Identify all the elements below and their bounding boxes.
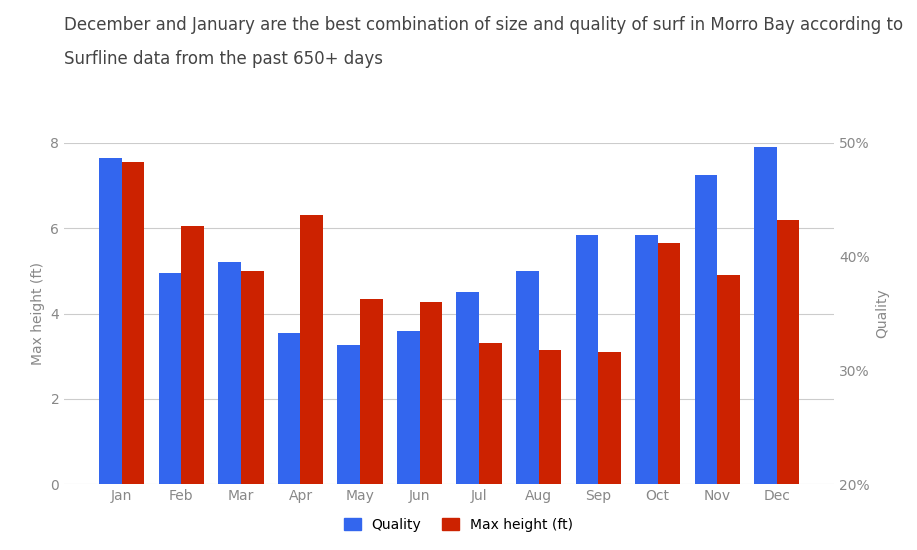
Y-axis label: Quality: Quality	[876, 289, 889, 338]
Bar	[99, 158, 122, 484]
Y-axis label: Max height (ft): Max height (ft)	[31, 262, 45, 365]
Bar	[397, 331, 420, 484]
Bar	[576, 235, 598, 484]
Bar	[777, 219, 800, 484]
Bar	[479, 343, 502, 484]
Bar	[657, 243, 680, 484]
Bar	[695, 175, 717, 484]
Bar	[457, 292, 479, 484]
Legend: Quality, Max height (ft): Quality, Max height (ft)	[338, 513, 579, 537]
Bar	[337, 345, 360, 484]
Bar	[516, 271, 538, 484]
Bar	[538, 350, 561, 484]
Bar	[635, 235, 657, 484]
Text: Surfline data from the past 650+ days: Surfline data from the past 650+ days	[64, 50, 383, 68]
Bar	[360, 299, 382, 484]
Bar	[717, 275, 740, 484]
Text: December and January are the best combination of size and quality of surf in Mor: December and January are the best combin…	[64, 16, 903, 35]
Bar	[218, 262, 241, 484]
Bar	[182, 226, 204, 484]
Bar	[301, 216, 323, 484]
Bar	[420, 301, 442, 484]
Bar	[159, 273, 182, 484]
Bar	[278, 333, 301, 484]
Bar	[754, 147, 777, 484]
Bar	[122, 162, 145, 484]
Bar	[598, 352, 621, 484]
Bar	[241, 271, 263, 484]
